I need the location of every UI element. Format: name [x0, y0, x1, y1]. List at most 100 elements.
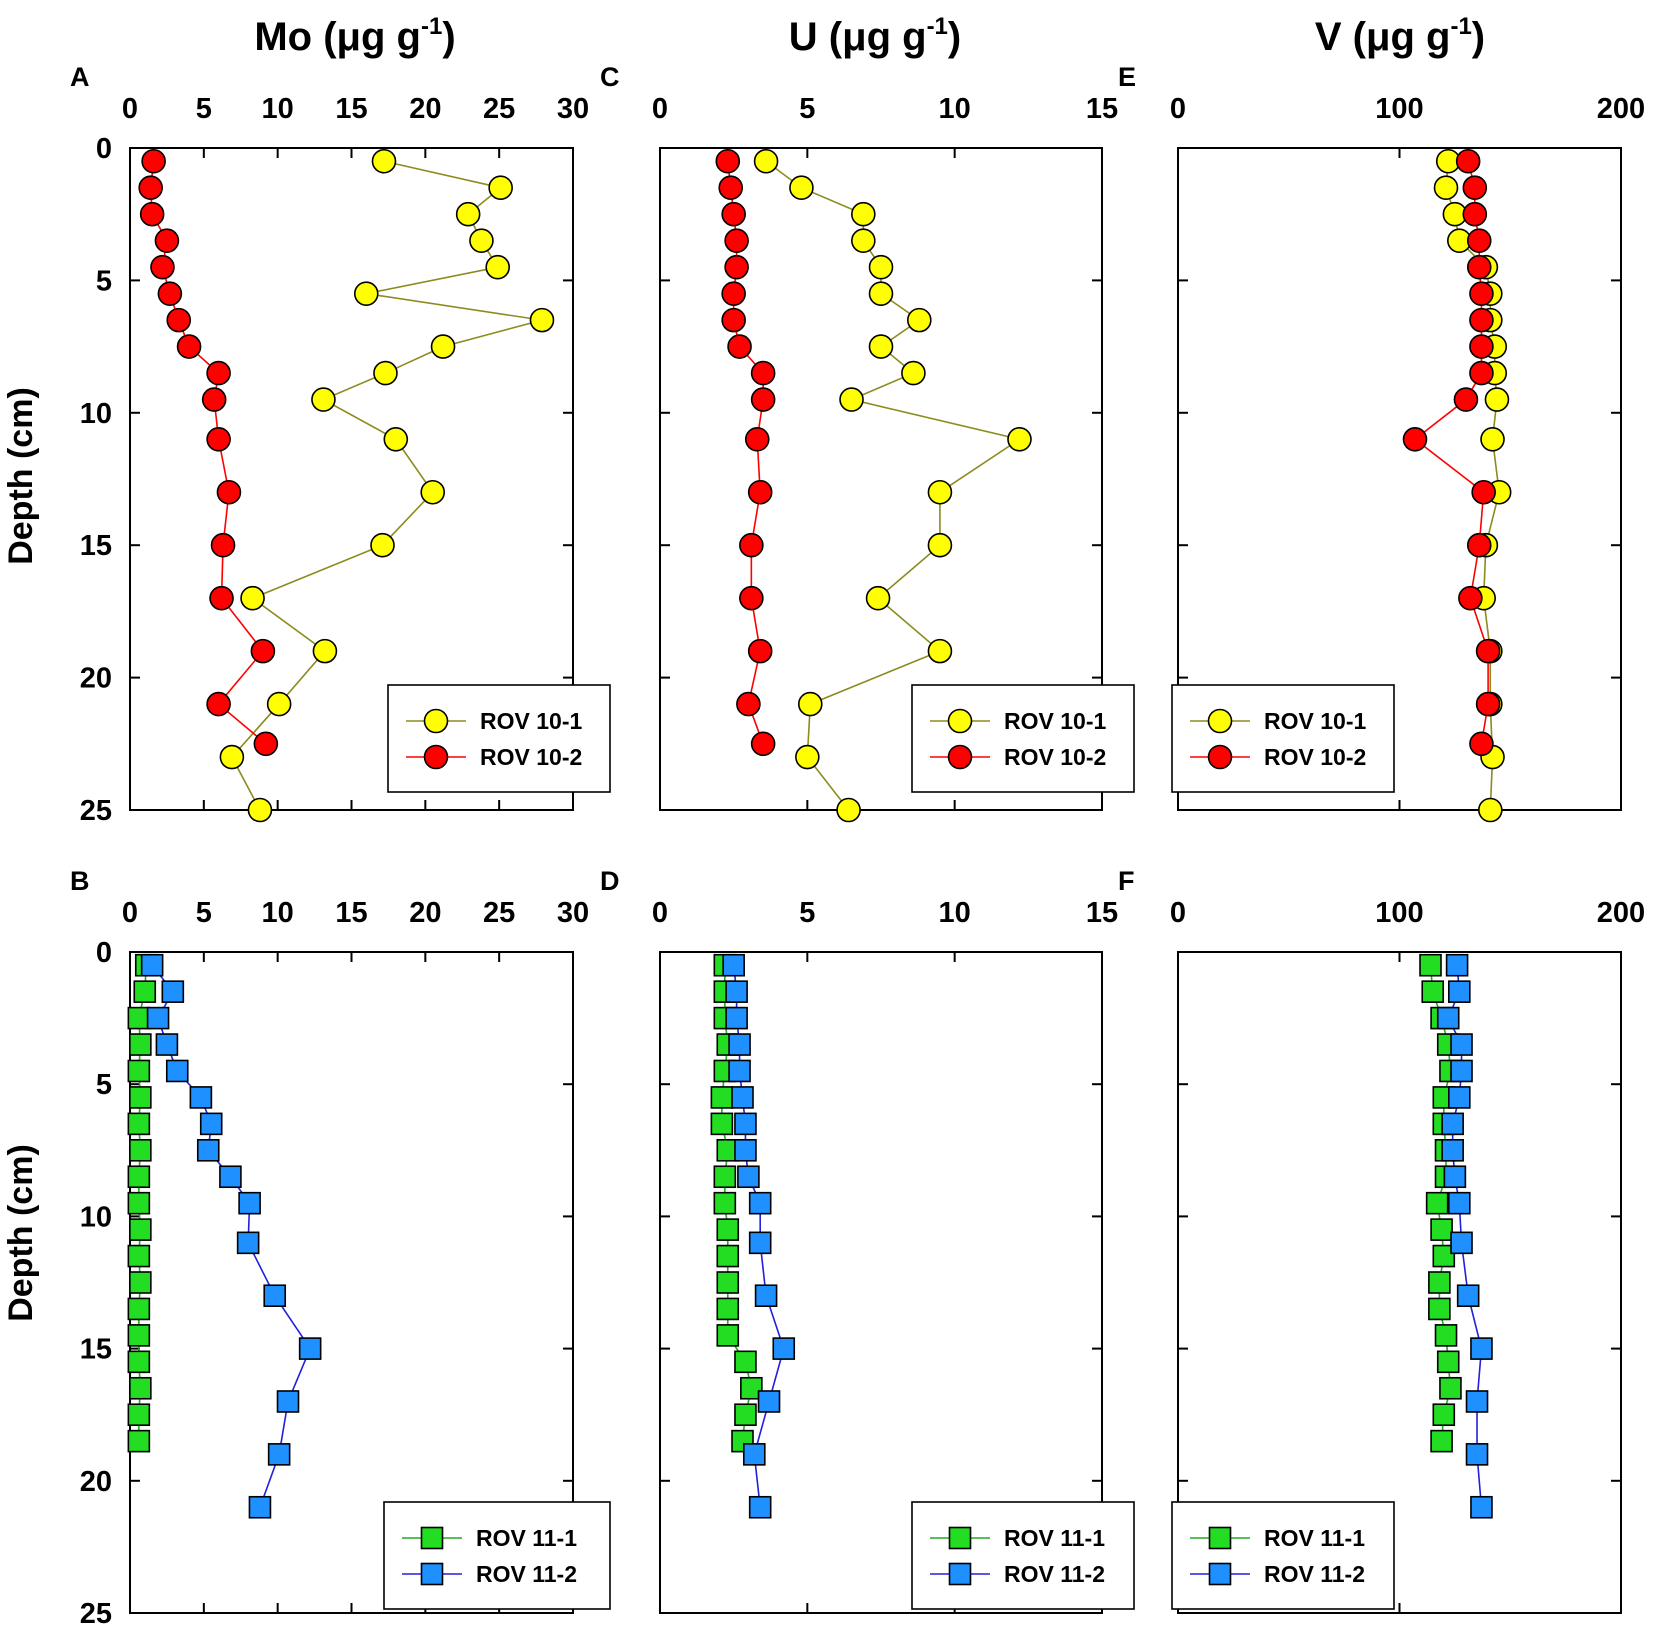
data-point [1469, 360, 1494, 386]
data-point [157, 281, 183, 306]
data-point [725, 1006, 748, 1030]
y-tick-label: 5 [96, 1069, 112, 1101]
data-point [1441, 1139, 1464, 1162]
series-rov-10-1 [753, 148, 1032, 823]
data-point [1480, 426, 1505, 452]
data-point [133, 980, 157, 1003]
series-rov-10-2 [715, 148, 776, 757]
x-tick-label: 25 [483, 93, 515, 125]
panel-letter: A [70, 62, 90, 92]
data-point [750, 387, 776, 412]
legend-box [383, 1501, 611, 1610]
data-point [166, 307, 192, 333]
data-point [1465, 1443, 1489, 1466]
data-point [298, 1337, 322, 1360]
data-point [748, 1495, 772, 1519]
data-point [736, 691, 761, 717]
y-tick-label: 10 [80, 398, 112, 430]
data-point [742, 1443, 766, 1466]
legend-box [911, 684, 1135, 793]
data-point [739, 532, 764, 558]
data-point [710, 1086, 734, 1109]
data-point [199, 1112, 223, 1136]
data-point [868, 334, 894, 359]
data-point [1475, 638, 1501, 664]
data-point [734, 1139, 757, 1162]
legend-marker [948, 1526, 972, 1550]
data-point [1402, 426, 1428, 452]
x-tick-label: 15 [335, 897, 367, 929]
data-point [469, 228, 494, 253]
data-point [1439, 1376, 1462, 1400]
data-point [1466, 228, 1492, 253]
data-point [247, 797, 273, 823]
x-tick-label: 20 [409, 897, 441, 929]
data-point [1428, 1271, 1451, 1294]
x-tick-label: 100 [1375, 897, 1423, 929]
panel-a: A 0 5 10 15 20 25 30 0 5 10 15 20 25 ROV 10-1 ROV 10-2 [70, 62, 611, 827]
data-point [1466, 532, 1492, 558]
data-point [155, 1033, 179, 1056]
data-point [154, 228, 180, 253]
x-tick-label: 100 [1375, 93, 1423, 125]
legend-label: ROV 10-1 [1264, 708, 1366, 734]
legend-marker [423, 744, 449, 770]
data-point [739, 585, 764, 611]
data-point [713, 1191, 737, 1215]
y-axis-label-bottom: Depth (cm) [2, 1144, 40, 1322]
legend-marker [1207, 744, 1233, 770]
data-point [209, 585, 234, 611]
panel-f: F 0 100 200 ROV 11-1 ROV 11-2 [1118, 866, 1645, 1614]
plot-frame [659, 147, 1103, 811]
data-point [485, 254, 510, 280]
data-point [1470, 1495, 1493, 1519]
column-title-u: U (μg g-1) [789, 13, 961, 59]
data-point [373, 360, 398, 386]
data-point [129, 1376, 152, 1400]
data-point [383, 426, 409, 452]
data-point [927, 479, 953, 505]
data-point [716, 1271, 740, 1294]
x-tick-label: 200 [1597, 93, 1645, 125]
panel-letter: F [1118, 866, 1135, 896]
y-tick-label: 15 [80, 1334, 112, 1366]
series-rov-11-2 [1436, 953, 1493, 1519]
data-point [795, 744, 820, 770]
data-point [420, 479, 446, 505]
data-point [1450, 1059, 1473, 1083]
data-point [728, 1059, 751, 1083]
legend-box [387, 684, 611, 793]
data-point [728, 1033, 751, 1056]
data-point [127, 1350, 151, 1374]
data-point [851, 228, 876, 253]
data-point [1450, 1033, 1473, 1056]
data-point [1475, 691, 1501, 717]
data-point [737, 1165, 760, 1189]
data-point [772, 1337, 796, 1360]
data-point [747, 479, 773, 505]
data-point [724, 228, 749, 253]
column-title-v: V (μg g-1) [1315, 13, 1485, 59]
data-point [716, 1324, 740, 1347]
x-tick-label: 5 [196, 93, 212, 125]
data-point [757, 1390, 781, 1413]
data-point [868, 254, 894, 280]
data-point [196, 1139, 220, 1162]
panel-e: E 0 100 200 ROV 10-1 ROV 10-2 [1118, 62, 1645, 823]
data-point [797, 691, 823, 717]
data-point [748, 1231, 772, 1255]
data-point [127, 1191, 151, 1215]
legend-marker [1208, 1562, 1232, 1586]
data-point [129, 1086, 152, 1109]
legend-label: ROV 11-1 [476, 1525, 577, 1551]
data-point [1443, 1165, 1467, 1189]
series-rov-11-2 [722, 953, 796, 1519]
data-point [250, 638, 276, 664]
data-point [129, 1218, 152, 1241]
legend-marker [1207, 708, 1233, 734]
data-point [839, 387, 864, 412]
x-tick-label: 200 [1597, 897, 1645, 929]
data-point [710, 1112, 734, 1136]
data-point [127, 1297, 151, 1321]
